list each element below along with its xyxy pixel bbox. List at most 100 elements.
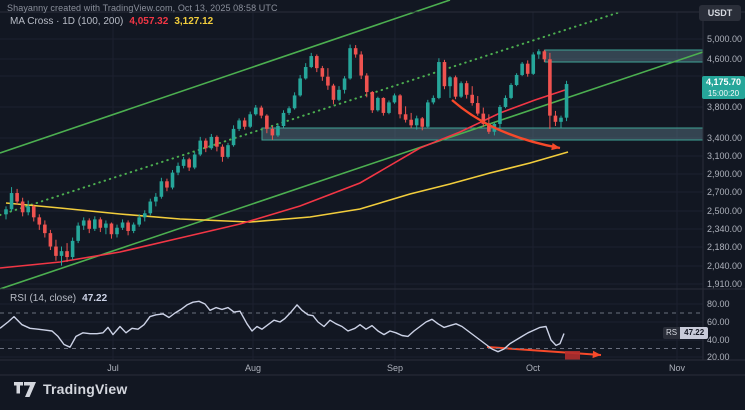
channel-lower-line (0, 51, 704, 290)
candle-body (70, 240, 75, 258)
candle-body (364, 75, 369, 92)
candle-body (548, 59, 552, 116)
candle-body (104, 223, 108, 228)
candle-body (453, 77, 458, 97)
price-axis-label: 2,500.00 (707, 206, 743, 216)
candle-body (26, 206, 30, 213)
candle-body (398, 95, 402, 115)
ma-cross-legend-title: MA Cross · 1D (100, 200) (10, 16, 124, 27)
channel-median-dotted-line (0, 11, 621, 216)
time-axis-label: Oct (525, 363, 541, 373)
candle-body (426, 102, 430, 127)
price-axis-label: 2,340.00 (707, 224, 743, 234)
candle-body (475, 103, 480, 114)
price-axis-label: 2,900.00 (707, 169, 743, 179)
last-price-badge: 4,175.70 15:00:20 (702, 76, 745, 99)
candle-body (442, 62, 447, 87)
channel-upper-line (0, 0, 451, 154)
tradingview-logo-text: TradingView (43, 381, 128, 397)
candle-body (9, 193, 14, 210)
candle-body (115, 227, 119, 235)
last-price-value: 4,175.70 (705, 77, 742, 87)
ma-100-line (0, 88, 569, 269)
bar-countdown: 15:00:20 (707, 89, 740, 98)
candle-body (420, 118, 425, 127)
candle-body (4, 209, 8, 215)
candle-body (520, 63, 524, 75)
price-axis-label: 3,100.00 (707, 151, 743, 161)
candle-body (148, 201, 153, 214)
rsi-line (0, 300, 565, 353)
candle-body (159, 181, 164, 197)
candle-body (503, 97, 508, 107)
candle-body (542, 51, 547, 60)
candle-body (176, 165, 180, 173)
candle-body (81, 220, 86, 226)
price-axis-label: 2,040.00 (707, 261, 743, 271)
price-axis-label: 3,400.00 (707, 133, 743, 143)
ma-cross-legend[interactable]: MA Cross · 1D (100, 200) 4,057.32 3,127.… (10, 16, 213, 27)
time-axis-label: Sep (386, 363, 404, 373)
drawn-red-rect-rsi (565, 351, 580, 360)
candle-body (437, 62, 441, 98)
candle-body (464, 83, 469, 95)
currency-toggle-button[interactable]: USDT (699, 5, 741, 21)
time-axis-label: Aug (244, 363, 262, 373)
candle-body (265, 115, 269, 129)
price-axis-label: 1,910.00 (707, 279, 743, 289)
price-axis-label: 4,600.00 (707, 54, 743, 64)
candle-body (481, 113, 486, 124)
rsi-axis-badge: RS 47.22 (663, 327, 709, 339)
candle-body (331, 85, 336, 100)
candle-body (376, 97, 380, 111)
candle-body (387, 102, 391, 113)
candle-body (320, 68, 325, 77)
candle-body (76, 225, 80, 241)
candle-body (120, 222, 125, 228)
candle-body (192, 154, 197, 168)
candle-body (559, 117, 563, 122)
candle-body (93, 219, 97, 229)
candle-body (220, 146, 225, 157)
candle-body (431, 97, 436, 103)
candle-body (181, 159, 186, 166)
time-axis-label: Nov (668, 363, 686, 373)
time-axis-label: Jul (107, 363, 119, 373)
candle-body (43, 224, 47, 234)
candle-body (209, 136, 214, 149)
price-axis-label: 5,000.00 (707, 34, 743, 44)
rsi-legend[interactable]: RSI (14, close) 47.22 (10, 293, 107, 304)
candle-body (231, 128, 236, 146)
candle-body (342, 78, 347, 90)
candle-body (276, 126, 280, 136)
candle-body (242, 120, 247, 127)
price-axis-label: 3,800.00 (707, 102, 743, 112)
candle-body (392, 95, 397, 103)
candle-body (315, 56, 319, 69)
candle-body (198, 140, 203, 155)
candle-body (403, 114, 408, 120)
candle-body (281, 112, 286, 127)
candle-body (259, 107, 264, 116)
candle-body (414, 118, 419, 126)
candle-body (59, 251, 64, 256)
candle-body (303, 67, 308, 79)
support-zone (261, 127, 704, 141)
tradingview-logo[interactable]: TradingView (14, 381, 127, 397)
ma-slow-value: 3,127.12 (174, 16, 214, 27)
candle-body (37, 217, 42, 225)
rsi-value: 47.22 (82, 293, 108, 304)
candle-body (359, 54, 363, 76)
candle-body (553, 115, 558, 122)
candle-body (109, 223, 114, 235)
candle-body (531, 54, 536, 74)
candle-body (142, 213, 147, 218)
candle-body (248, 114, 252, 127)
candle-body (337, 89, 341, 100)
rsi-badge-label: RS (663, 327, 681, 339)
candle-body (31, 206, 36, 218)
drawn-arrow-main (451, 99, 561, 150)
price-axis-label: 2,180.00 (707, 242, 743, 252)
